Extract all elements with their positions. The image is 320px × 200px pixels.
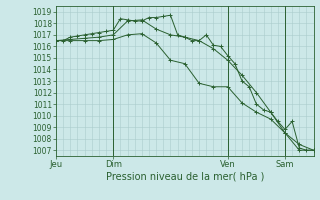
X-axis label: Pression niveau de la mer( hPa ): Pression niveau de la mer( hPa ) — [106, 172, 264, 182]
